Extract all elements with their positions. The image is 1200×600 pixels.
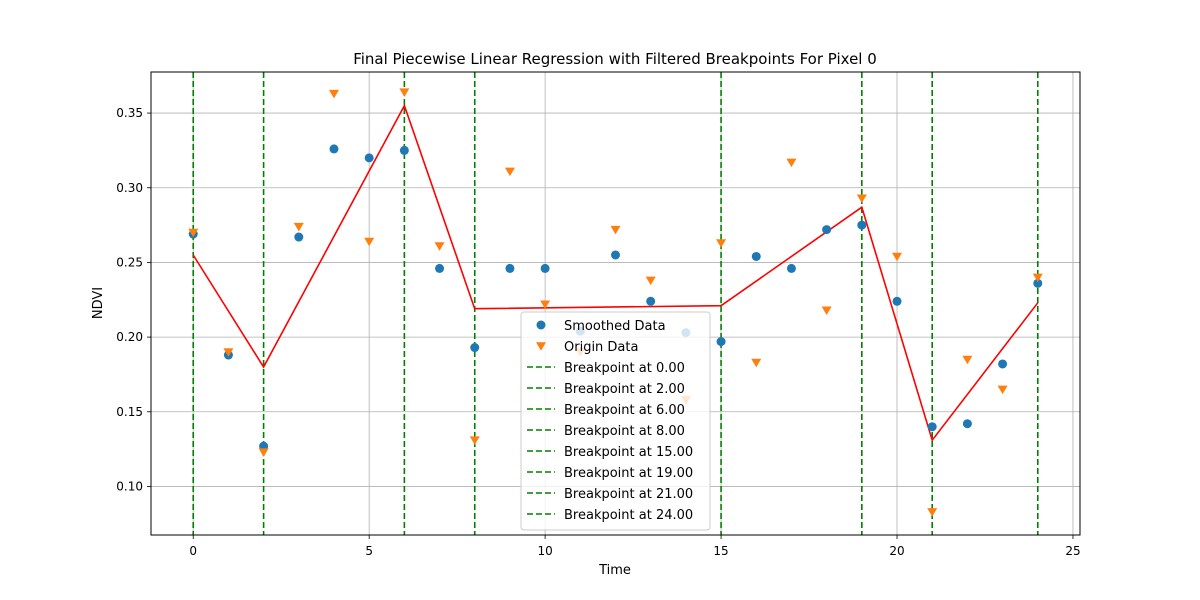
legend-label-breakpoint: Breakpoint at 2.00: [564, 382, 685, 397]
smoothed-data-point: [399, 145, 409, 155]
smoothed-data-point: [716, 337, 726, 347]
smoothed-data-point: [435, 263, 445, 273]
smoothed-data-point: [892, 296, 902, 306]
x-axis-label: Time: [598, 563, 631, 578]
origin-data-point: [856, 194, 867, 203]
chart-title: Final Piecewise Linear Regression with F…: [353, 50, 877, 68]
axis-ticks: 0 5 10 15 20 25 0.10 0.15 0.20 0.25 0.30 0.35: [116, 106, 1080, 558]
y-tick-label: 0.25: [116, 255, 143, 269]
smoothed-data-point: [646, 296, 656, 306]
legend-label-breakpoint: Breakpoint at 21.00: [564, 487, 693, 502]
origin-data-point: [1032, 273, 1043, 283]
origin-data-point: [258, 448, 269, 457]
x-tick-label: 25: [1065, 544, 1080, 558]
legend-label-breakpoint: Breakpoint at 6.00: [564, 403, 685, 418]
legend-label-breakpoint: Breakpoint at 19.00: [564, 466, 693, 481]
smoothed-data-point: [1033, 278, 1043, 288]
piecewise-fit-line: [192, 103, 1039, 442]
plot-frame: [150, 71, 1081, 536]
origin-data-point: [469, 436, 480, 445]
legend-marker-smoothed: [536, 320, 546, 330]
origin-data-point: [751, 358, 762, 368]
smoothed-data-point: [505, 263, 515, 273]
origin-data-point: [927, 508, 938, 517]
smoothed-data-point: [962, 419, 972, 429]
origin-data-point: [328, 89, 339, 99]
legend-label-breakpoint: Breakpoint at 8.00: [564, 424, 685, 439]
y-tick-label: 0.20: [116, 330, 143, 344]
origin-data-point: [645, 276, 656, 286]
smoothed-data-point: [751, 251, 761, 261]
x-tick-label: 5: [365, 544, 373, 558]
y-tick-label: 0.15: [116, 405, 143, 419]
fit-line: [192, 103, 1039, 442]
legend-label-breakpoint: Breakpoint at 15.00: [564, 445, 693, 460]
y-tick-label: 0.10: [116, 479, 143, 493]
origin-data-point: [223, 348, 234, 357]
origin-data-point: [364, 237, 375, 247]
smoothed-data-point: [822, 225, 832, 235]
legend-label-smoothed: Smoothed Data: [564, 319, 666, 334]
origin-data-point: [434, 242, 445, 251]
smoothed-data-point: [611, 250, 620, 260]
x-tick-label: 20: [889, 544, 904, 558]
legend: Smoothed Data Origin Data Breakpoint at 0.…: [520, 311, 711, 531]
smoothed-data-point: [364, 153, 374, 163]
origin-data-point: [997, 385, 1008, 395]
smoothed-data-point: [927, 422, 937, 432]
legend-label-breakpoint: Breakpoint at 0.00: [564, 361, 685, 376]
smoothed-data-point: [470, 343, 480, 353]
origin-data-point: [610, 225, 621, 235]
x-tick-label: 0: [189, 544, 197, 558]
x-tick-label: 10: [537, 544, 552, 558]
legend-label-origin: Origin Data: [564, 340, 638, 355]
origin-data-point: [399, 88, 410, 97]
origin-data-point: [892, 252, 903, 262]
origin-data-point: [962, 355, 973, 365]
y-tick-label: 0.30: [116, 181, 143, 195]
smoothed-data-point: [329, 144, 339, 154]
smoothed-data-point: [540, 263, 550, 273]
smoothed-data-point: [998, 359, 1008, 369]
y-axis-label: NDVI: [91, 287, 106, 319]
smoothed-data-point: [857, 220, 867, 230]
origin-data-point: [540, 300, 551, 309]
legend-marker-origin: [536, 342, 546, 351]
origin-data-point: [821, 306, 832, 315]
y-tick-label: 0.35: [116, 106, 143, 120]
origin-data-point: [504, 167, 515, 177]
x-tick-label: 15: [713, 544, 728, 558]
legend-label-breakpoint: Breakpoint at 24.00: [564, 508, 693, 523]
smoothed-data-point: [294, 232, 304, 242]
origin-data-point: [716, 239, 727, 248]
smoothed-data-point: [786, 263, 796, 273]
legend-box: [520, 311, 711, 531]
origin-data-point: [188, 228, 199, 238]
origin-data-point: [293, 222, 304, 232]
origin-data-point: [786, 158, 797, 168]
